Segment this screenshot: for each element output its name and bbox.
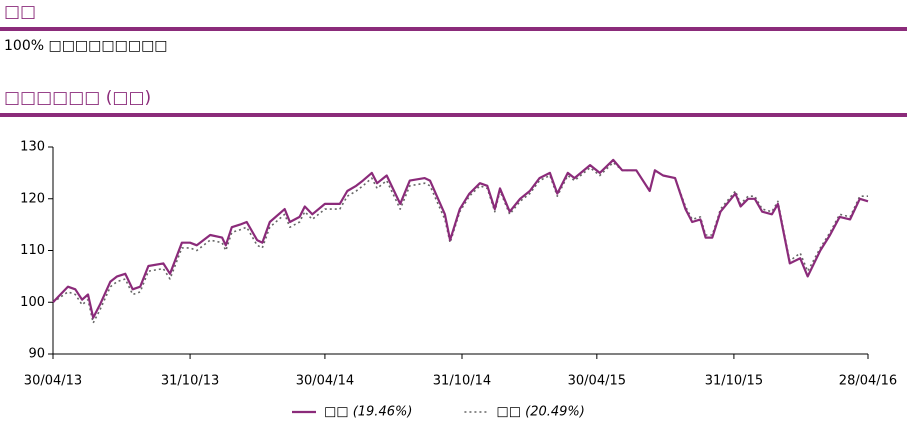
- x-tick-label: 30/04/14: [296, 374, 354, 389]
- legend-label: □□ (19.46%): [324, 405, 412, 420]
- rule: [0, 113, 907, 117]
- y-tick-label: 130: [20, 140, 45, 155]
- description: 100% □□□□□□□□□: [4, 38, 168, 54]
- x-tick-label: 30/04/15: [568, 374, 626, 389]
- x-tick-label: 31/10/14: [433, 374, 491, 389]
- y-tick-label: 90: [28, 347, 45, 362]
- section-title: □□: [4, 2, 37, 22]
- y-tick-label: 120: [20, 191, 45, 206]
- legend-label: □□ (20.49%): [496, 405, 584, 420]
- y-tick-label: 100: [20, 295, 45, 310]
- series-line: [52, 158, 869, 319]
- x-tick-label: 30/04/13: [24, 374, 82, 389]
- x-tick-label: 28/04/16: [839, 374, 897, 389]
- chart-heading: □□□□□□ (□□): [4, 88, 152, 108]
- y-tick-label: 110: [20, 243, 45, 258]
- x-tick-label: 31/10/15: [705, 374, 763, 389]
- series-line: [52, 161, 868, 324]
- x-tick-label: 31/10/13: [161, 374, 219, 389]
- rule: [0, 27, 907, 31]
